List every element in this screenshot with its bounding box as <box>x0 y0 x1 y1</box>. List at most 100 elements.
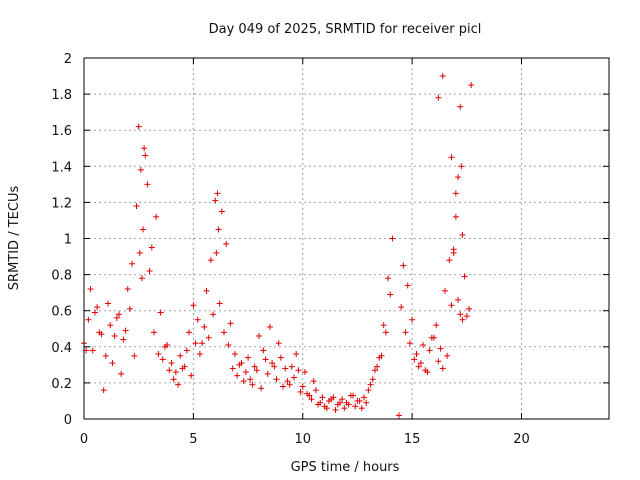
data-point <box>155 351 162 358</box>
data-point <box>450 249 457 256</box>
y-tick-label: 0.6 <box>51 305 72 320</box>
data-point <box>376 354 383 361</box>
data-point <box>221 329 227 336</box>
data-point <box>260 347 267 354</box>
data-point <box>380 322 387 329</box>
data-point <box>424 369 431 376</box>
data-point <box>448 154 455 161</box>
data-point <box>264 370 271 377</box>
data-point <box>215 226 222 233</box>
data-point <box>420 341 427 348</box>
data-point <box>308 396 315 403</box>
y-axis-label: SRMTID / TECUs <box>7 186 22 291</box>
data-point <box>291 374 297 381</box>
data-point <box>218 208 225 215</box>
y-tick-label: 0.8 <box>51 269 72 284</box>
y-tick-label: 0.4 <box>51 341 72 356</box>
data-point <box>94 304 101 311</box>
data-point <box>365 387 372 394</box>
data-point <box>205 334 212 341</box>
data-point <box>315 401 322 408</box>
data-point <box>175 381 182 388</box>
data-point <box>159 356 166 363</box>
data-point <box>459 316 466 323</box>
data-point <box>203 287 210 294</box>
data-point <box>387 291 394 298</box>
data-point <box>463 313 470 320</box>
data-point <box>140 226 147 233</box>
data-point <box>367 381 374 388</box>
y-tick-label: 1.4 <box>51 160 72 175</box>
data-point <box>225 341 232 348</box>
data-point <box>137 166 144 173</box>
data-point <box>396 412 402 419</box>
data-point <box>148 244 155 251</box>
data-point <box>146 267 153 274</box>
data-point <box>177 352 184 359</box>
data-point <box>120 336 127 343</box>
data-point <box>122 327 129 334</box>
x-axis-label: GPS time / hours <box>291 460 400 475</box>
data-point <box>400 262 407 269</box>
data-point <box>172 369 179 376</box>
data-point <box>111 332 118 339</box>
data-point <box>417 360 424 367</box>
data-point <box>282 365 289 372</box>
data-point <box>229 365 236 372</box>
data-point <box>415 363 422 370</box>
data-point <box>428 334 435 341</box>
data-point <box>306 392 313 399</box>
data-point <box>277 354 284 361</box>
data-point <box>256 332 262 339</box>
data-point <box>113 314 120 321</box>
data-point <box>389 235 396 242</box>
data-points <box>81 73 475 419</box>
data-point <box>455 296 462 303</box>
data-point <box>170 376 177 383</box>
data-point <box>280 383 287 390</box>
data-point <box>297 388 304 395</box>
data-point <box>135 123 142 130</box>
data-point <box>312 387 319 394</box>
data-point <box>358 405 365 412</box>
data-point <box>374 363 381 370</box>
chart-title: Day 049 of 2025, SRMTID for receiver pic… <box>209 22 482 37</box>
data-point <box>91 309 98 316</box>
data-point <box>284 378 291 385</box>
data-point <box>413 351 420 358</box>
data-point <box>199 340 206 347</box>
data-point <box>354 397 361 404</box>
data-point <box>437 345 444 352</box>
data-point <box>328 396 335 403</box>
data-point <box>247 376 254 383</box>
data-point <box>452 213 459 220</box>
data-point <box>269 360 276 367</box>
y-tick-label: 1 <box>64 233 72 248</box>
data-point <box>293 351 300 358</box>
data-point <box>459 231 466 238</box>
data-point <box>126 305 133 312</box>
data-point <box>194 316 201 323</box>
data-point <box>310 378 317 385</box>
data-point <box>142 152 149 159</box>
data-point <box>138 275 145 282</box>
data-point <box>214 190 221 197</box>
data-point <box>273 376 280 383</box>
data-point <box>262 356 269 363</box>
data-point <box>136 249 143 256</box>
data-point <box>444 352 451 359</box>
data-point <box>227 320 234 327</box>
data-point <box>382 329 389 336</box>
data-point <box>319 394 326 401</box>
data-point <box>242 369 249 376</box>
data-point <box>253 367 260 374</box>
y-tick-label: 1.8 <box>51 88 72 103</box>
data-point <box>213 249 220 256</box>
data-point <box>426 347 433 354</box>
data-point <box>369 376 376 383</box>
data-point <box>461 273 468 280</box>
data-point <box>266 323 273 330</box>
data-point <box>352 403 359 410</box>
data-point <box>118 370 125 377</box>
x-tick-label: 5 <box>189 432 197 447</box>
